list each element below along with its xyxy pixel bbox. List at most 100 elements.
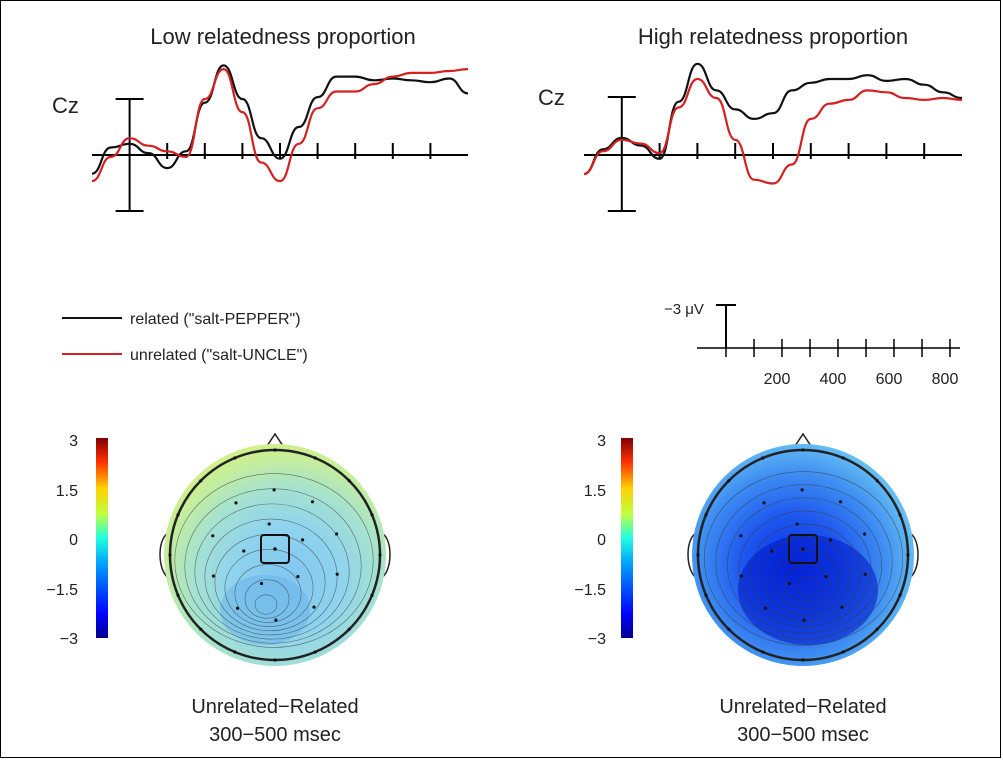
topo-contour	[738, 510, 872, 628]
electrode-dot	[347, 479, 351, 483]
electrode-dot	[841, 650, 845, 654]
electrode-dot	[335, 532, 339, 536]
erp-series-related	[91, 64, 469, 175]
time-tick-200: 200	[764, 371, 791, 388]
electrode-dot	[704, 513, 708, 517]
time-tick-800: 800	[932, 371, 959, 388]
colorbar-low-tick-neg3: −3	[60, 631, 78, 648]
electrode-dot	[274, 618, 278, 622]
erp-series-related	[583, 62, 963, 176]
channel-label-low: Cz	[52, 93, 79, 118]
electrode-dot	[273, 448, 277, 452]
topo-contour	[224, 549, 314, 627]
topo-contour	[194, 503, 350, 640]
time-tick-600: 600	[876, 371, 903, 388]
electrode-dot	[727, 627, 731, 631]
electrode-dot	[704, 593, 708, 597]
electrode-dot	[234, 501, 238, 505]
electrode-dot	[301, 538, 305, 542]
electrode-dot	[313, 456, 317, 460]
electrode-dot	[211, 574, 215, 578]
electrode-dot	[272, 488, 276, 492]
electrode-dot	[199, 627, 203, 631]
colorbar-low-tick-1.5: 1.5	[56, 483, 78, 500]
cz-electrode-marker	[260, 534, 290, 564]
topo-map-low	[159, 432, 391, 666]
electrode-dot	[313, 650, 317, 654]
colorbar-high-gradient	[621, 438, 633, 638]
electrode-dot	[787, 581, 792, 586]
cz-electrode-dot	[801, 547, 805, 551]
panel-title-low: Low relatedness proportion	[150, 24, 415, 49]
electrode-dot	[906, 553, 910, 557]
electrode-dot	[259, 581, 264, 586]
topo-contour	[703, 471, 904, 646]
erp-plot-high	[583, 62, 963, 212]
electrode-dot	[273, 658, 277, 662]
electrode-dot	[875, 627, 879, 631]
electrode-dot	[875, 479, 879, 483]
electrode-dot	[727, 479, 731, 483]
erp-plot-low	[91, 64, 469, 212]
topo-contour	[727, 497, 882, 634]
topo-caption-low-line2: 300−500 msec	[209, 724, 341, 746]
legend: related ("salt-PEPPER") unrelated ("salt…	[62, 311, 308, 364]
electrode-dot	[841, 456, 845, 460]
topo-scalp-field	[164, 444, 386, 666]
topo-contour	[174, 473, 374, 648]
electrode-dot	[176, 593, 180, 597]
colorbar-low: 3 1.5 0 −1.5 −3	[46, 433, 108, 648]
electrode-dot	[267, 522, 271, 526]
topo-contour	[796, 576, 819, 597]
electrode-dot	[824, 575, 828, 579]
colorbar-low-tick-3: 3	[69, 433, 78, 450]
channel-label-high: Cz	[538, 85, 565, 110]
electrode-dot	[838, 500, 843, 504]
topo-map-high	[687, 432, 919, 666]
electrode-dot	[898, 593, 902, 597]
electrode-dot	[370, 513, 374, 517]
legend-label-unrelated: unrelated ("salt-UNCLE")	[130, 347, 308, 364]
erp-series-unrelated	[583, 77, 963, 185]
erp-series-unrelated	[91, 67, 469, 183]
electrode-dot	[863, 532, 867, 536]
electrode-dot	[801, 448, 805, 452]
topo-contour	[204, 518, 338, 636]
electrode-dot	[739, 534, 743, 538]
electrode-dot	[233, 650, 237, 654]
electrode-dot	[761, 456, 765, 460]
topo-extreme-region	[738, 535, 878, 645]
panel-title-high: High relatedness proportion	[638, 24, 908, 49]
time-tick-400: 400	[820, 371, 847, 388]
electrode-dot	[840, 605, 844, 609]
electrode-dot	[370, 593, 374, 597]
electrode-dot	[312, 605, 316, 609]
colorbar-high-tick-1.5: 1.5	[584, 483, 606, 500]
electrode-dot	[802, 618, 806, 622]
colorbar-high-tick-neg3: −3	[588, 631, 606, 648]
electrode-dot	[335, 572, 339, 576]
cz-electrode-marker	[788, 534, 818, 564]
electrode-dot	[739, 574, 744, 578]
electrode-dot	[800, 488, 804, 492]
electrode-dot	[763, 606, 768, 610]
electrode-dot	[199, 479, 203, 483]
topo-caption-low-line1: Unrelated−Related	[191, 696, 358, 718]
electrode-dot	[898, 513, 902, 517]
electrode-dot	[235, 606, 240, 610]
topo-extreme-region	[220, 575, 310, 645]
legend-label-related: related ("salt-PEPPER")	[130, 311, 301, 328]
electrode-dot	[801, 658, 805, 662]
amplitude-scale-label: −3 μV	[664, 301, 704, 318]
colorbar-high: 3 1.5 0 −1.5 −3	[574, 433, 633, 648]
topo-contour	[184, 488, 362, 644]
electrode-dot	[233, 456, 237, 460]
electrode-dot	[211, 534, 215, 538]
electrode-dot	[829, 538, 833, 542]
colorbar-high-tick-neg1.5: −1.5	[574, 582, 606, 599]
topo-contour	[234, 564, 302, 623]
topo-contour	[773, 550, 840, 609]
electrode-dot	[863, 572, 867, 576]
